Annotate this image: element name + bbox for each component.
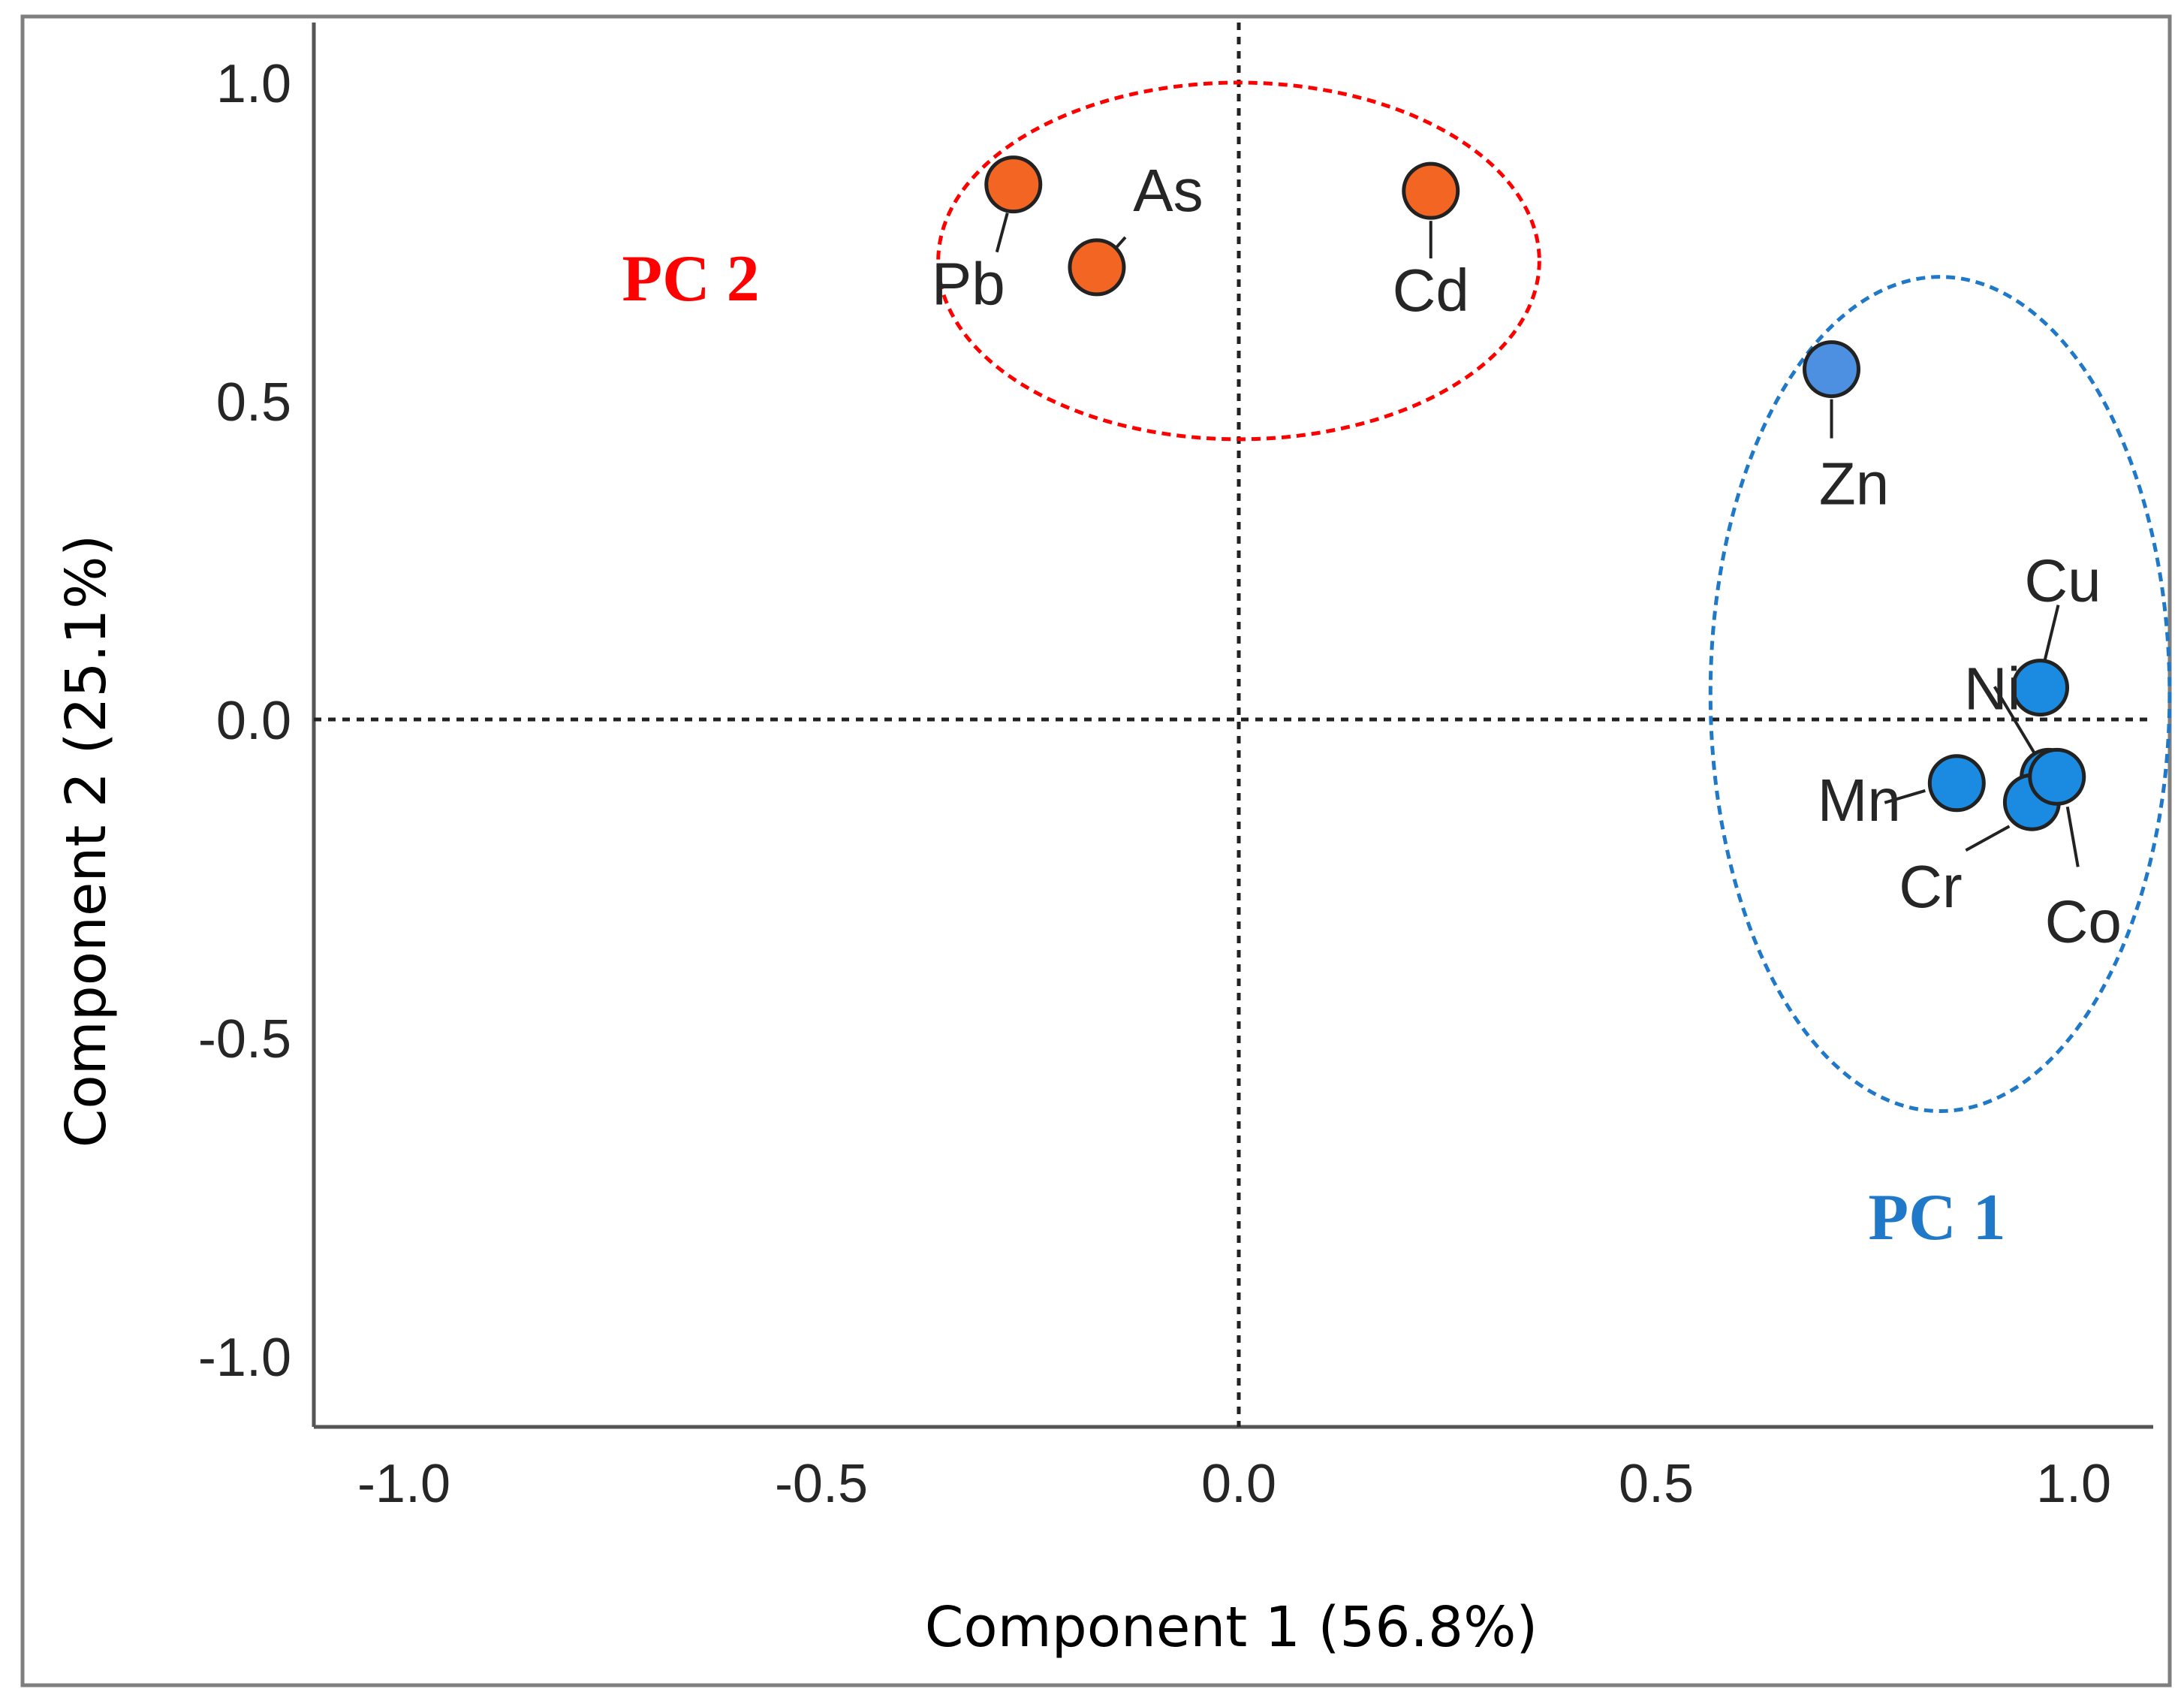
point-label-pb: Pb <box>932 251 1005 318</box>
leader-cr <box>1965 825 2011 852</box>
point-pb <box>984 155 1043 214</box>
label-leaders <box>995 213 2080 867</box>
y-tick-label: -1.0 <box>198 1328 291 1388</box>
point-label-as: As <box>1133 157 1203 224</box>
point-zn <box>1803 340 1861 399</box>
y-axis-title: Component 2 (25.1%) <box>54 535 119 1148</box>
x-tick-label: 0.5 <box>1619 1454 1694 1514</box>
point-label-cu: Cu <box>2024 547 2101 614</box>
x-tick-label: 0.0 <box>1201 1454 1276 1514</box>
reference-lines <box>314 23 2153 1427</box>
y-tick-label: 0.0 <box>216 691 291 751</box>
group-label-pc1: PC 1 <box>1868 1181 2005 1254</box>
group-ellipse-pc1 <box>1708 275 2172 1114</box>
y-axis-ticks: 1.0 0.5 0.0 -0.5 -1.0 <box>198 54 291 1388</box>
leader-pb <box>995 213 1009 253</box>
y-tick-label: -0.5 <box>198 1009 291 1069</box>
x-axis-ticks: -1.0 -0.5 0.0 0.5 1.0 <box>357 1454 2111 1514</box>
x-tick-label: -0.5 <box>775 1454 868 1514</box>
point-label-ni: Ni <box>1964 655 2021 722</box>
data-points <box>984 155 2086 831</box>
point-label-cd: Cd <box>1393 257 1469 324</box>
point-label-zn: Zn <box>1819 451 1889 517</box>
point-label-cr: Cr <box>1899 853 1962 920</box>
leader-mn <box>1884 789 1926 804</box>
point-label-mn: Mn <box>1818 767 1901 834</box>
y-tick-label: 1.0 <box>216 54 291 114</box>
leader-co <box>2065 806 2080 867</box>
group-labels: PC 2 PC 1 <box>622 243 2005 1254</box>
y-tick-label: 0.5 <box>216 372 291 433</box>
x-axis-title: Component 1 (56.8%) <box>925 1595 1538 1660</box>
group-ellipse-pc2 <box>936 80 1541 442</box>
point-cu <box>2011 659 2070 717</box>
leader-cu <box>2043 605 2060 662</box>
x-tick-label: -1.0 <box>357 1454 450 1514</box>
plot-frame <box>312 23 2153 1429</box>
leader-ni <box>1993 686 2037 755</box>
point-as <box>1068 238 1126 297</box>
point-label-co: Co <box>2045 888 2122 955</box>
point-co <box>2028 747 2086 806</box>
group-label-pc2: PC 2 <box>622 243 759 315</box>
point-mn <box>1927 754 1986 813</box>
x-tick-label: 1.0 <box>2036 1454 2111 1514</box>
group-ellipses <box>936 80 2172 1114</box>
point-cd <box>1402 161 1460 220</box>
